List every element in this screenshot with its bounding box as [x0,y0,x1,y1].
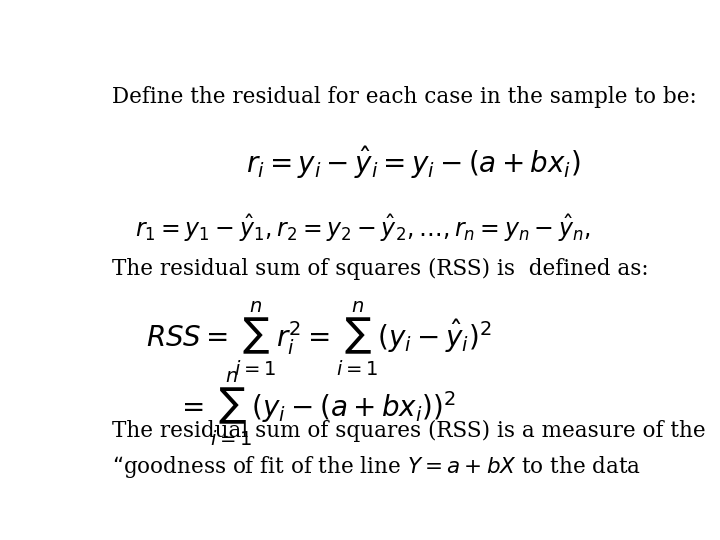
Text: $= \sum_{i=1}^{n} (y_i - (a + bx_i))^2$: $= \sum_{i=1}^{n} (y_i - (a + bx_i))^2$ [176,370,456,448]
Text: The residual sum of squares (RSS) is a measure of the: The residual sum of squares (RSS) is a m… [112,420,706,442]
Text: $r_1 = y_1 - \hat{y}_1, r_2 = y_2 - \hat{y}_2, \ldots , r_n = y_n - \hat{y}_n,$: $r_1 = y_1 - \hat{y}_1, r_2 = y_2 - \hat… [135,212,590,244]
Text: Define the residual for each case in the sample to be:: Define the residual for each case in the… [112,85,697,107]
Text: $r_i = y_i - \hat{y}_i = y_i - (a + bx_i)$: $r_i = y_i - \hat{y}_i = y_i - (a + bx_i… [246,144,581,181]
Text: “goodness of fit of the line $Y = a + bX$ to the data: “goodness of fit of the line $Y = a + bX… [112,454,642,480]
Text: The residual sum of squares (RSS) is  defined as:: The residual sum of squares (RSS) is def… [112,258,649,280]
Text: $RSS = \sum_{i=1}^{n} r_i^2 = \sum_{i=1}^{n} (y_i - \hat{y}_i)^2$: $RSS = \sum_{i=1}^{n} r_i^2 = \sum_{i=1}… [145,300,492,378]
